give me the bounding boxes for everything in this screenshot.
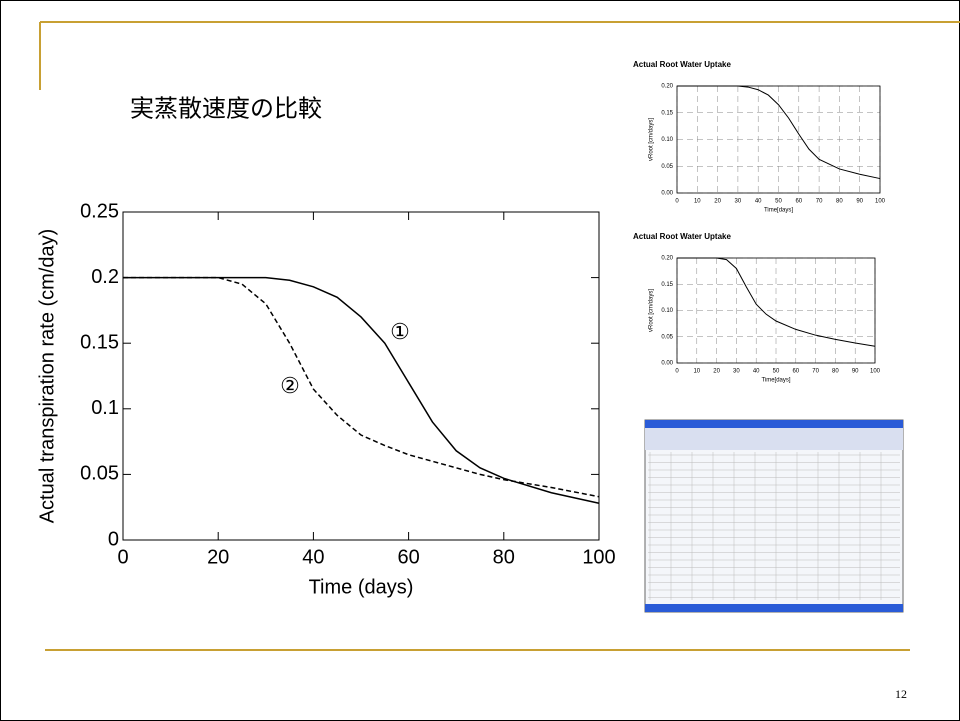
y-tick-label: 0.15 xyxy=(661,282,673,288)
x-tick-label: 20 xyxy=(714,199,721,205)
x-tick-label: 10 xyxy=(694,199,701,205)
x-axis-label: Time[days] xyxy=(764,208,793,214)
slide-title: 実蒸散速度の比較 xyxy=(130,95,322,122)
screenshot-titlebar xyxy=(645,420,903,428)
x-axis-label: Time[days] xyxy=(761,378,790,384)
y-axis-label: vRoot [cm/days] xyxy=(649,289,655,332)
y-tick-label: 0.20 xyxy=(661,256,673,262)
x-tick-label: 40 xyxy=(753,369,760,375)
x-tick-label: 0 xyxy=(117,546,128,568)
x-tick-label: 30 xyxy=(733,369,740,375)
x-tick-label: 60 xyxy=(792,369,799,375)
x-tick-label: 100 xyxy=(875,199,886,205)
chart-title: Actual Root Water Uptake xyxy=(633,232,731,241)
x-tick-label: 80 xyxy=(836,199,843,205)
x-tick-label: 70 xyxy=(816,199,823,205)
x-tick-label: 50 xyxy=(775,199,782,205)
spreadsheet-screenshot xyxy=(645,420,903,612)
slide: 実蒸散速度の比較 12 00.050.10.150.20.25020406080… xyxy=(0,0,960,721)
x-tick-label: 100 xyxy=(870,369,881,375)
page-number: 12 xyxy=(895,687,907,701)
y-tick-label: 0.10 xyxy=(661,308,673,314)
screenshot-taskbar xyxy=(645,604,903,612)
y-axis-label: Actual transpiration rate (cm/day) xyxy=(36,229,58,524)
x-tick-label: 60 xyxy=(795,199,802,205)
x-tick-label: 60 xyxy=(397,546,419,568)
x-tick-label: 80 xyxy=(493,546,515,568)
y-tick-label: 0.20 xyxy=(661,84,673,90)
x-axis-label: Time (days) xyxy=(309,576,414,598)
x-tick-label: 10 xyxy=(693,369,700,375)
x-tick-label: 20 xyxy=(713,369,720,375)
annotation: ① xyxy=(390,319,410,344)
y-tick-label: 0.1 xyxy=(91,397,119,419)
x-tick-label: 90 xyxy=(852,369,859,375)
x-tick-label: 40 xyxy=(302,546,324,568)
x-tick-label: 50 xyxy=(773,369,780,375)
y-tick-label: 0.2 xyxy=(91,266,119,288)
y-tick-label: 0.00 xyxy=(661,361,673,367)
x-tick-label: 30 xyxy=(735,199,742,205)
x-tick-label: 80 xyxy=(832,369,839,375)
y-tick-label: 0.05 xyxy=(661,334,673,340)
x-tick-label: 70 xyxy=(812,369,819,375)
y-tick-label: 0.25 xyxy=(80,200,119,222)
x-tick-label: 40 xyxy=(755,199,762,205)
y-tick-label: 0.05 xyxy=(80,463,119,485)
chart-title: Actual Root Water Uptake xyxy=(633,60,731,69)
y-tick-label: 0.10 xyxy=(661,137,673,143)
y-tick-label: 0.05 xyxy=(661,164,673,170)
x-tick-label: 20 xyxy=(207,546,229,568)
screenshot-toolbar xyxy=(645,428,903,450)
annotation: ② xyxy=(280,373,300,398)
x-tick-label: 100 xyxy=(582,546,615,568)
y-axis-label: vRoot [cm/days] xyxy=(649,118,655,161)
y-tick-label: 0.15 xyxy=(80,331,119,353)
x-tick-label: 90 xyxy=(856,199,863,205)
y-tick-label: 0.15 xyxy=(661,110,673,116)
y-tick-label: 0.00 xyxy=(661,191,673,197)
